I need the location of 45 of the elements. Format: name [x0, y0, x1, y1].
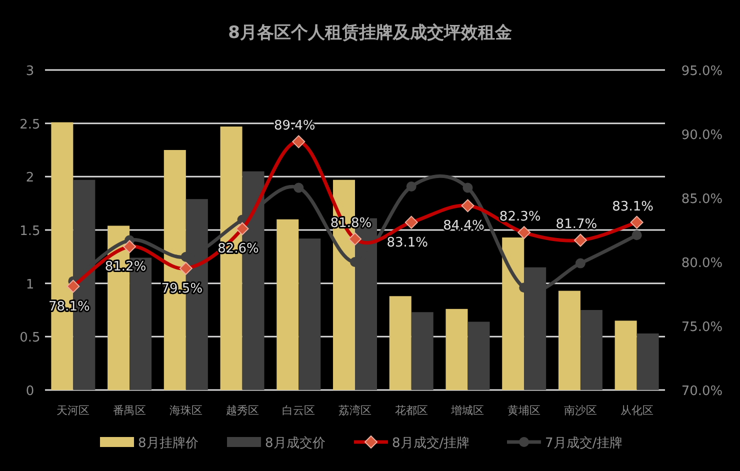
x-tick-label: 花都区: [394, 404, 428, 417]
bar: [502, 237, 524, 390]
bar: [468, 322, 490, 390]
x-tick-label: 黄埔区: [508, 404, 541, 417]
bar: [276, 219, 299, 390]
y2-tick-label: 95.0%: [681, 64, 723, 79]
y-tick-label: 0: [26, 384, 34, 399]
y-tick-label: 1: [26, 277, 34, 292]
x-tick-label: 海珠区: [169, 404, 202, 417]
point: [575, 258, 586, 268]
chart-title: 8月各区个人租赁挂牌及成交坪效租金: [228, 23, 512, 43]
y2-tick-label: 90.0%: [681, 128, 723, 143]
x-tick-label: 增城区: [450, 404, 484, 417]
bar: [298, 238, 321, 390]
y2-tick-label: 70.0%: [681, 384, 723, 399]
x-tick-label: 越秀区: [226, 404, 259, 417]
x-tick-label: 天河区: [56, 404, 90, 417]
y-tick-label: 1.5: [20, 224, 40, 239]
x-tick-label: 番禺区: [113, 404, 146, 417]
y2-tick-label: 85.0%: [681, 192, 723, 207]
y-tick-label: 3: [26, 64, 34, 79]
bar: [446, 308, 468, 390]
y-tick-label: 2.5: [20, 117, 40, 132]
bar: [389, 296, 412, 390]
bar: [580, 310, 602, 390]
legend-label: 8月成交/挂牌: [392, 435, 470, 451]
legend-label: 8月挂牌价: [138, 436, 198, 451]
y-tick-label: 2: [26, 170, 34, 186]
point: [406, 181, 416, 192]
point: [294, 182, 304, 193]
point: [632, 230, 642, 240]
x-tick-label: 白云区: [282, 404, 316, 417]
bar: [411, 312, 434, 390]
legend-label: 7月成交/挂牌: [545, 435, 623, 451]
x-tick-label: 南沙区: [564, 404, 597, 417]
legend-label: 8月成交价: [265, 435, 326, 451]
y2-tick-label: 80.0%: [681, 256, 723, 271]
bar: [636, 333, 659, 390]
bar: [558, 290, 580, 390]
x-tick-label: 荔湾区: [338, 404, 372, 417]
point: [462, 182, 473, 193]
y-tick-label: 0.5: [20, 330, 40, 346]
y2-tick-label: 75.0%: [681, 320, 723, 335]
bar: [614, 320, 637, 390]
x-tick-label: 从化区: [620, 404, 654, 417]
